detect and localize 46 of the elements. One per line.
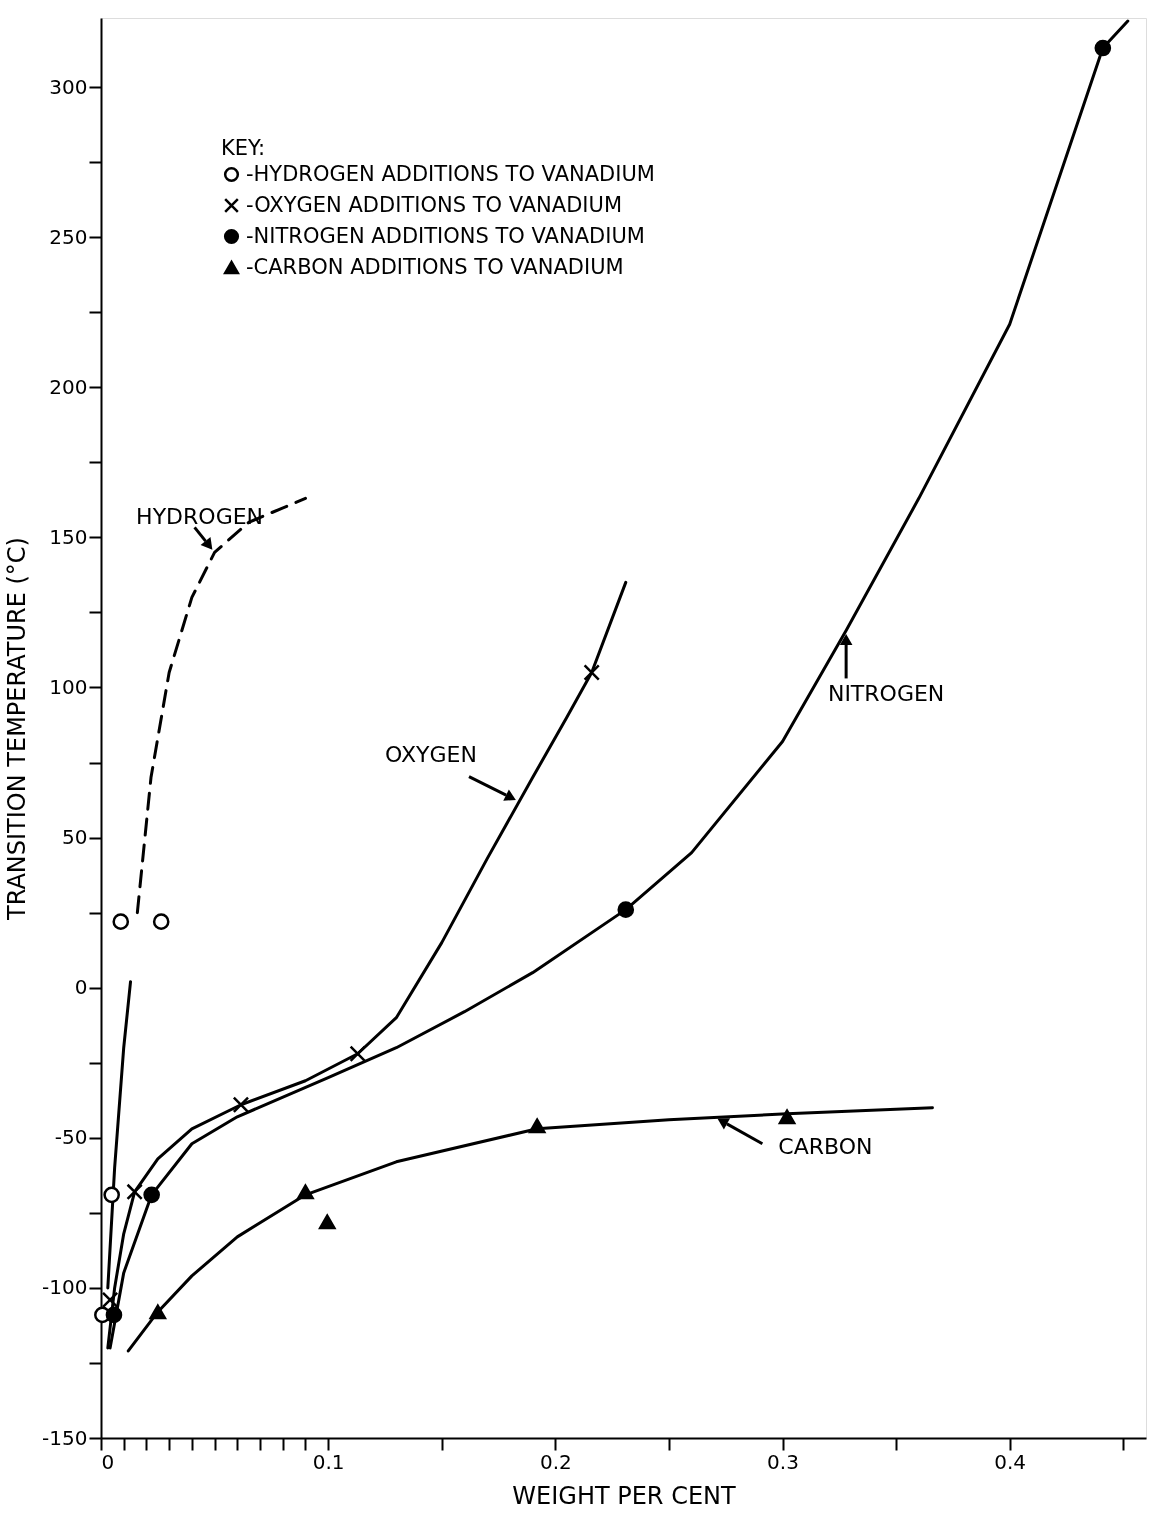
point — [1094, 39, 1112, 57]
line-series — [126, 1106, 934, 1353]
point — [112, 913, 130, 930]
point — [101, 1291, 119, 1309]
y-tick-label: 100 — [49, 674, 88, 699]
y-tick-label: 0 — [74, 975, 88, 1000]
point — [617, 901, 635, 918]
y-tick-label: 150 — [49, 524, 88, 549]
point — [778, 1109, 796, 1125]
point — [105, 1306, 123, 1324]
line-series — [106, 980, 133, 1290]
legend-label: -HYDROGEN ADDITIONS TO VANADIUM — [246, 161, 655, 186]
y-axis-title: TRANSITION TEMPERATURE (°C) — [3, 537, 32, 921]
point — [528, 1118, 546, 1134]
point — [149, 1304, 167, 1320]
point — [232, 1096, 250, 1114]
x-axis-title: WEIGHT PER CENT — [512, 1481, 737, 1510]
annotation: HYDROGEN — [136, 504, 264, 530]
point — [126, 1183, 143, 1201]
y-tick-label: 300 — [49, 74, 88, 99]
y-tick-label: 50 — [62, 825, 88, 850]
point — [152, 913, 170, 930]
legend-label: -OXYGEN ADDITIONS TO VANADIUM — [246, 192, 623, 217]
point — [297, 1184, 314, 1200]
x-tick-label: 0.3 — [767, 1449, 799, 1474]
x-tick-label: 0.1 — [312, 1449, 345, 1474]
point — [143, 1186, 160, 1204]
x-tick-label: 0.2 — [539, 1449, 572, 1474]
y-tick-label: -150 — [42, 1425, 88, 1450]
point — [349, 1045, 367, 1063]
y-tick-label: 250 — [49, 224, 88, 249]
point — [103, 1186, 120, 1204]
x-tick-label: 0 — [101, 1449, 115, 1474]
point — [318, 1214, 336, 1230]
line-series — [135, 496, 307, 915]
legend-label: -CARBON ADDITIONS TO VANADIUM — [246, 254, 624, 279]
annotation: CARBON — [778, 1133, 873, 1159]
legend-title: KEY: — [221, 136, 266, 160]
point — [583, 664, 601, 681]
y-tick-label: 200 — [49, 374, 88, 399]
annotation: NITROGEN — [827, 681, 945, 707]
annotation: OXYGEN — [385, 741, 477, 767]
y-tick-label: -50 — [54, 1125, 88, 1150]
legend-label: -NITROGEN ADDITIONS TO VANADIUM — [246, 223, 645, 248]
y-tick-label: -100 — [42, 1275, 88, 1300]
x-tick-label: 0.4 — [994, 1449, 1027, 1474]
